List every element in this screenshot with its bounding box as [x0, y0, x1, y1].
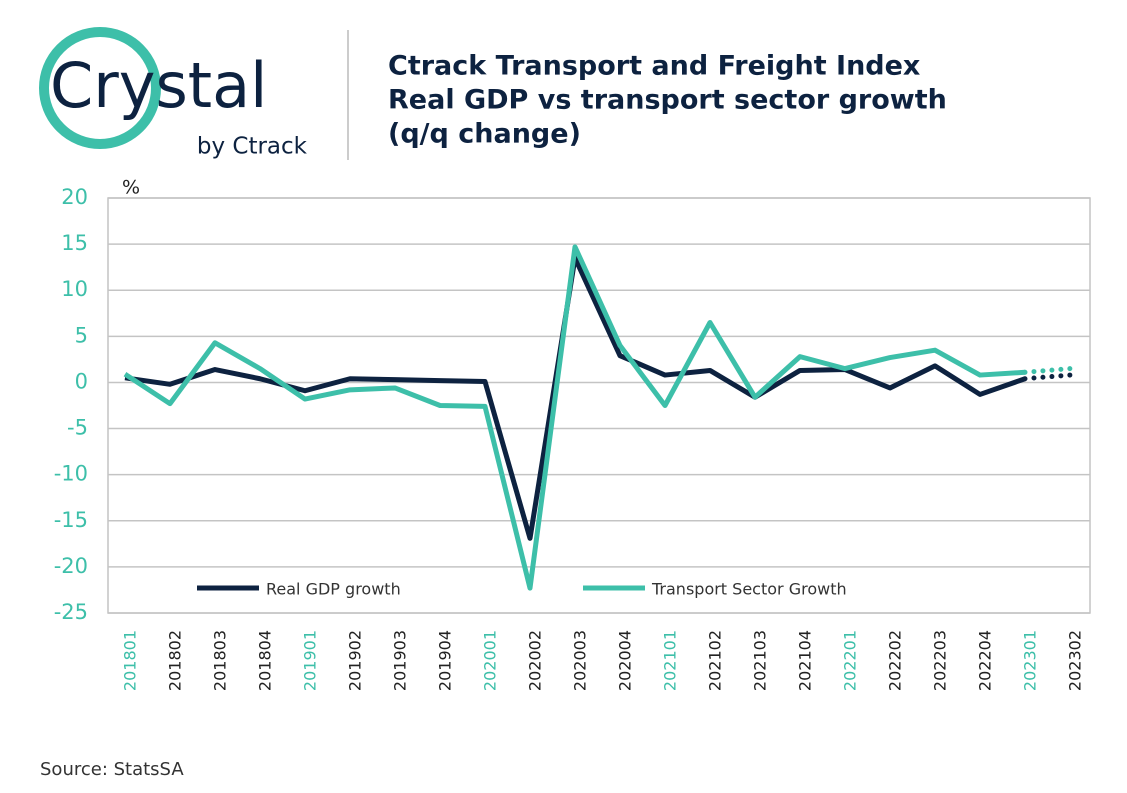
series-line	[123, 244, 1026, 591]
y-tick-label: 15	[61, 231, 88, 255]
y-tick-label: -15	[54, 508, 88, 532]
chart-title: Ctrack Transport and Freight Index	[388, 51, 920, 82]
x-tick-label: 202202	[886, 630, 905, 691]
x-tick-label: 202001	[481, 630, 500, 691]
x-tick-label: 202002	[526, 630, 545, 691]
legend-label: Transport Sector Growth	[651, 580, 847, 599]
chart-title: (q/q change)	[388, 119, 581, 150]
x-tick-label: 202104	[796, 630, 815, 691]
logo-ring	[39, 27, 161, 149]
y-tick-label: -5	[67, 416, 88, 440]
x-tick-label: 202102	[706, 630, 725, 691]
x-tick-label: 202103	[751, 630, 770, 691]
source: Source: StatsSA	[40, 759, 184, 780]
x-tick-label: 202302	[1066, 630, 1085, 691]
x-tick-label: 202204	[976, 630, 995, 691]
plot-border	[107, 197, 1091, 614]
logo: Crystal by Ctrack	[39, 27, 308, 160]
x-tick-label: 202004	[616, 630, 635, 691]
y-tick-label: 10	[61, 277, 88, 301]
y-tick-label: -25	[54, 600, 88, 624]
x-tick-label: 202201	[841, 630, 860, 691]
x-tick-label: 202101	[661, 630, 680, 691]
x-tick-label: 201804	[256, 630, 275, 691]
series-line-projection	[1022, 372, 1073, 382]
y-tick-label: 20	[61, 185, 88, 209]
x-tick-label: 201801	[121, 630, 140, 691]
chart-title: Real GDP vs transport sector growth	[388, 85, 947, 116]
x-tick-label: 201901	[301, 630, 320, 691]
x-tick-label: 201904	[436, 630, 455, 691]
x-tick-label: 201903	[391, 630, 410, 691]
x-tick-label: 201802	[166, 630, 185, 691]
x-tick-label: 201803	[211, 630, 230, 691]
x-tick-label: 202203	[931, 630, 950, 691]
legend-label: Real GDP growth	[266, 580, 401, 599]
logo-name: Crystal	[50, 49, 267, 122]
x-tick-label: 202003	[571, 630, 590, 691]
series-line-projection	[1022, 366, 1073, 375]
x-tick-label: 202301	[1021, 630, 1040, 691]
logo-byline: by Ctrack	[197, 134, 308, 160]
x-tick-label: 201902	[346, 630, 365, 691]
y-tick-label: 5	[75, 323, 88, 347]
y-tick-label: -10	[54, 462, 88, 486]
y-tick-label: 0	[75, 369, 88, 393]
series-line	[124, 255, 1026, 541]
y-tick-label: -20	[54, 554, 88, 578]
y-unit: %	[122, 177, 140, 199]
